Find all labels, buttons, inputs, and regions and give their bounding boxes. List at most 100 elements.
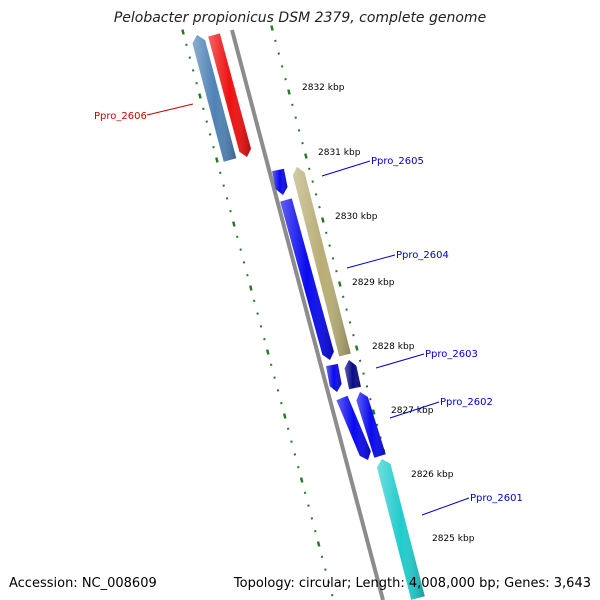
gene-feature-shading [377, 459, 425, 600]
tick-mark-outer [321, 217, 325, 223]
gene-label-ppro-2603[interactable]: Ppro_2603 [425, 349, 478, 360]
tick-mark-outer [362, 372, 365, 375]
tick-mark-inner [239, 248, 242, 251]
gene-label-leader [321, 160, 371, 177]
gene-label-leader [375, 353, 425, 369]
tick-mark-inner [198, 93, 202, 99]
tick-mark-inner [195, 81, 198, 85]
tick-mark-inner [246, 273, 249, 277]
gene-feature-shading [336, 395, 371, 460]
tick-mark-inner [273, 376, 276, 379]
tick-mark-inner [293, 453, 297, 456]
tick-mark-outer [341, 295, 345, 299]
tick-mark-outer [345, 308, 348, 311]
gene-label-ppro-2602[interactable]: Ppro_2602 [440, 397, 493, 408]
kbp-label: 2828 kbp [372, 342, 415, 352]
tick-mark-inner [316, 541, 321, 547]
tick-mark-inner [320, 555, 324, 559]
tick-mark-inner [205, 120, 208, 123]
tick-mark-outer [338, 281, 342, 287]
tick-mark-outer [354, 345, 359, 351]
tick-mark-inner [232, 221, 236, 227]
tick-mark-outer [352, 333, 355, 337]
tick-mark-inner [324, 568, 327, 571]
tick-mark-inner [256, 312, 259, 315]
tick-mark-outer [280, 65, 284, 68]
tick-mark-inner [212, 145, 215, 149]
tick-mark-inner [188, 56, 192, 59]
gene-label-ppro-2606[interactable]: Ppro_2606 [94, 111, 147, 122]
tick-mark-outer [328, 244, 331, 247]
tick-mark-inner [303, 491, 307, 495]
tick-mark-outer [304, 153, 308, 159]
tick-mark-inner [310, 517, 314, 520]
gene-feature-shading [208, 33, 251, 157]
kbp-label: 2829 kbp [352, 278, 395, 288]
gene-feature-shading [344, 360, 361, 390]
tick-mark-outer [291, 103, 294, 107]
gene-label-ppro-2605[interactable]: Ppro_2605 [371, 156, 424, 167]
gene-feature-shading [326, 363, 342, 392]
kbp-label: 2832 kbp [302, 83, 345, 93]
tick-mark-inner [282, 413, 287, 419]
tick-mark-inner [297, 465, 300, 469]
tick-mark-inner [222, 184, 225, 187]
gene-features [192, 33, 425, 600]
gene-label-ppro-2601[interactable]: Ppro_2601 [470, 493, 523, 504]
tick-mark-inner [290, 440, 293, 443]
kbp-label: 2831 kbp [318, 148, 361, 158]
tick-mark-inner [259, 325, 263, 328]
tick-mark-outer [287, 89, 291, 95]
tick-mark-inner [280, 401, 283, 405]
tick-mark-outer [297, 129, 301, 132]
tick-mark-outer [314, 193, 318, 196]
tick-mark-inner [269, 363, 273, 367]
tick-mark-inner [286, 427, 290, 431]
map-title: Pelobacter propionicus DSM 2379, complet… [114, 10, 486, 26]
genome-summary-text: Topology: circular; Length: 4,008,000 bp… [233, 576, 591, 591]
tick-mark-outer [277, 52, 281, 55]
accession-text: Accession: NC_008609 [9, 576, 157, 591]
tick-mark-inner [219, 171, 222, 175]
tick-mark-inner [327, 581, 331, 584]
tick-mark-inner [276, 389, 280, 392]
tick-mark-inner [215, 157, 219, 163]
gene-label-leader [421, 497, 470, 516]
tick-mark-inner [181, 29, 185, 35]
tick-mark-inner [265, 349, 270, 355]
gene-label-ppro-2604[interactable]: Ppro_2604 [396, 250, 449, 261]
gene-feature-shading [292, 167, 351, 357]
tick-mark-outer [311, 180, 314, 183]
gene-label-leader [146, 103, 194, 116]
tick-mark-inner [314, 529, 317, 533]
kbp-label: 2830 kbp [335, 212, 378, 222]
gene-labels: Ppro_2606 Ppro_2605 Ppro_2604 Ppro_2603 Ppro… [94, 103, 523, 516]
gene-label-leader [346, 254, 396, 269]
tick-mark-outer [325, 231, 328, 235]
tick-mark-outer [348, 321, 352, 324]
gene-feature-shading [272, 168, 288, 195]
tick-mark-inner [185, 43, 188, 47]
tick-mark-inner [202, 107, 205, 111]
tick-mark-outer [301, 141, 304, 145]
tick-mark-inner [299, 477, 304, 483]
tick-mark-inner [191, 69, 195, 72]
tick-mark-outer [308, 167, 311, 171]
tick-mark-inner [263, 337, 266, 341]
tick-mark-inner [242, 261, 246, 264]
tick-mark-inner [249, 285, 253, 291]
tick-mark-outer [331, 257, 335, 260]
tick-mark-inner [225, 197, 229, 200]
tick-mark-outer [274, 39, 277, 43]
tick-mark-inner [229, 209, 232, 213]
tick-mark-outer [284, 77, 287, 81]
tick-mark-outer [365, 385, 369, 388]
gene-feature-shading [356, 392, 386, 458]
tick-mark-inner [330, 593, 334, 597]
kbp-label: 2825 kbp [432, 534, 475, 544]
tick-mark-outer [270, 25, 274, 31]
gene-feature-shading [192, 35, 237, 162]
tick-mark-outer [375, 423, 379, 427]
tick-mark-outer [371, 409, 376, 415]
